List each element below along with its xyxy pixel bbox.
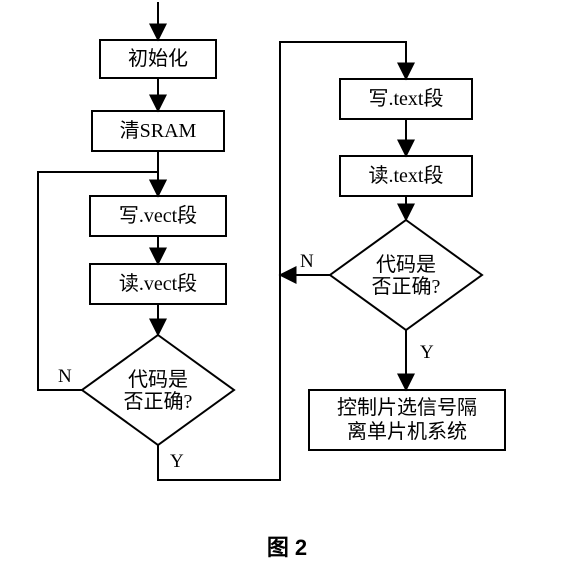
node-d2-label1: 代码是 [376, 253, 436, 276]
node-clear-label: 清SRAM [120, 119, 197, 142]
node-d2: 代码是 否正确? [330, 220, 482, 330]
edge-d1-yes-label: Y [170, 451, 184, 472]
node-wtext-label: 写.text段 [369, 87, 444, 110]
node-d1: 代码是 否正确? [82, 335, 234, 445]
node-d1-label2: 否正确? [124, 390, 193, 413]
node-rtext: 读.text段 [340, 156, 472, 196]
node-wvect-label: 写.vect段 [119, 204, 197, 227]
edge-d2-yes-label: Y [420, 342, 434, 363]
node-final: 控制片选信号隔 离单片机系统 [309, 390, 505, 450]
node-rvect-label: 读.vect段 [119, 272, 197, 295]
node-init-label: 初始化 [128, 47, 188, 70]
node-clear: 清SRAM [92, 111, 224, 151]
node-d1-label1: 代码是 [128, 368, 188, 391]
edge-d1-no-label: N [58, 366, 72, 387]
flowchart-canvas: 初始化 清SRAM 写.vect段 读.vect段 代码是 否正确? 写.tex… [0, 0, 575, 574]
node-d2-label2: 否正确? [372, 275, 441, 298]
edge-d2-no-label: N [300, 251, 314, 272]
figure-caption: 图 2 [267, 535, 307, 560]
node-wvect: 写.vect段 [90, 196, 226, 236]
node-final-label2: 离单片机系统 [347, 420, 467, 443]
node-rtext-label: 读.text段 [369, 164, 444, 187]
node-wtext: 写.text段 [340, 79, 472, 119]
node-rvect: 读.vect段 [90, 264, 226, 304]
node-init: 初始化 [100, 40, 216, 78]
node-final-label1: 控制片选信号隔 [337, 396, 477, 419]
